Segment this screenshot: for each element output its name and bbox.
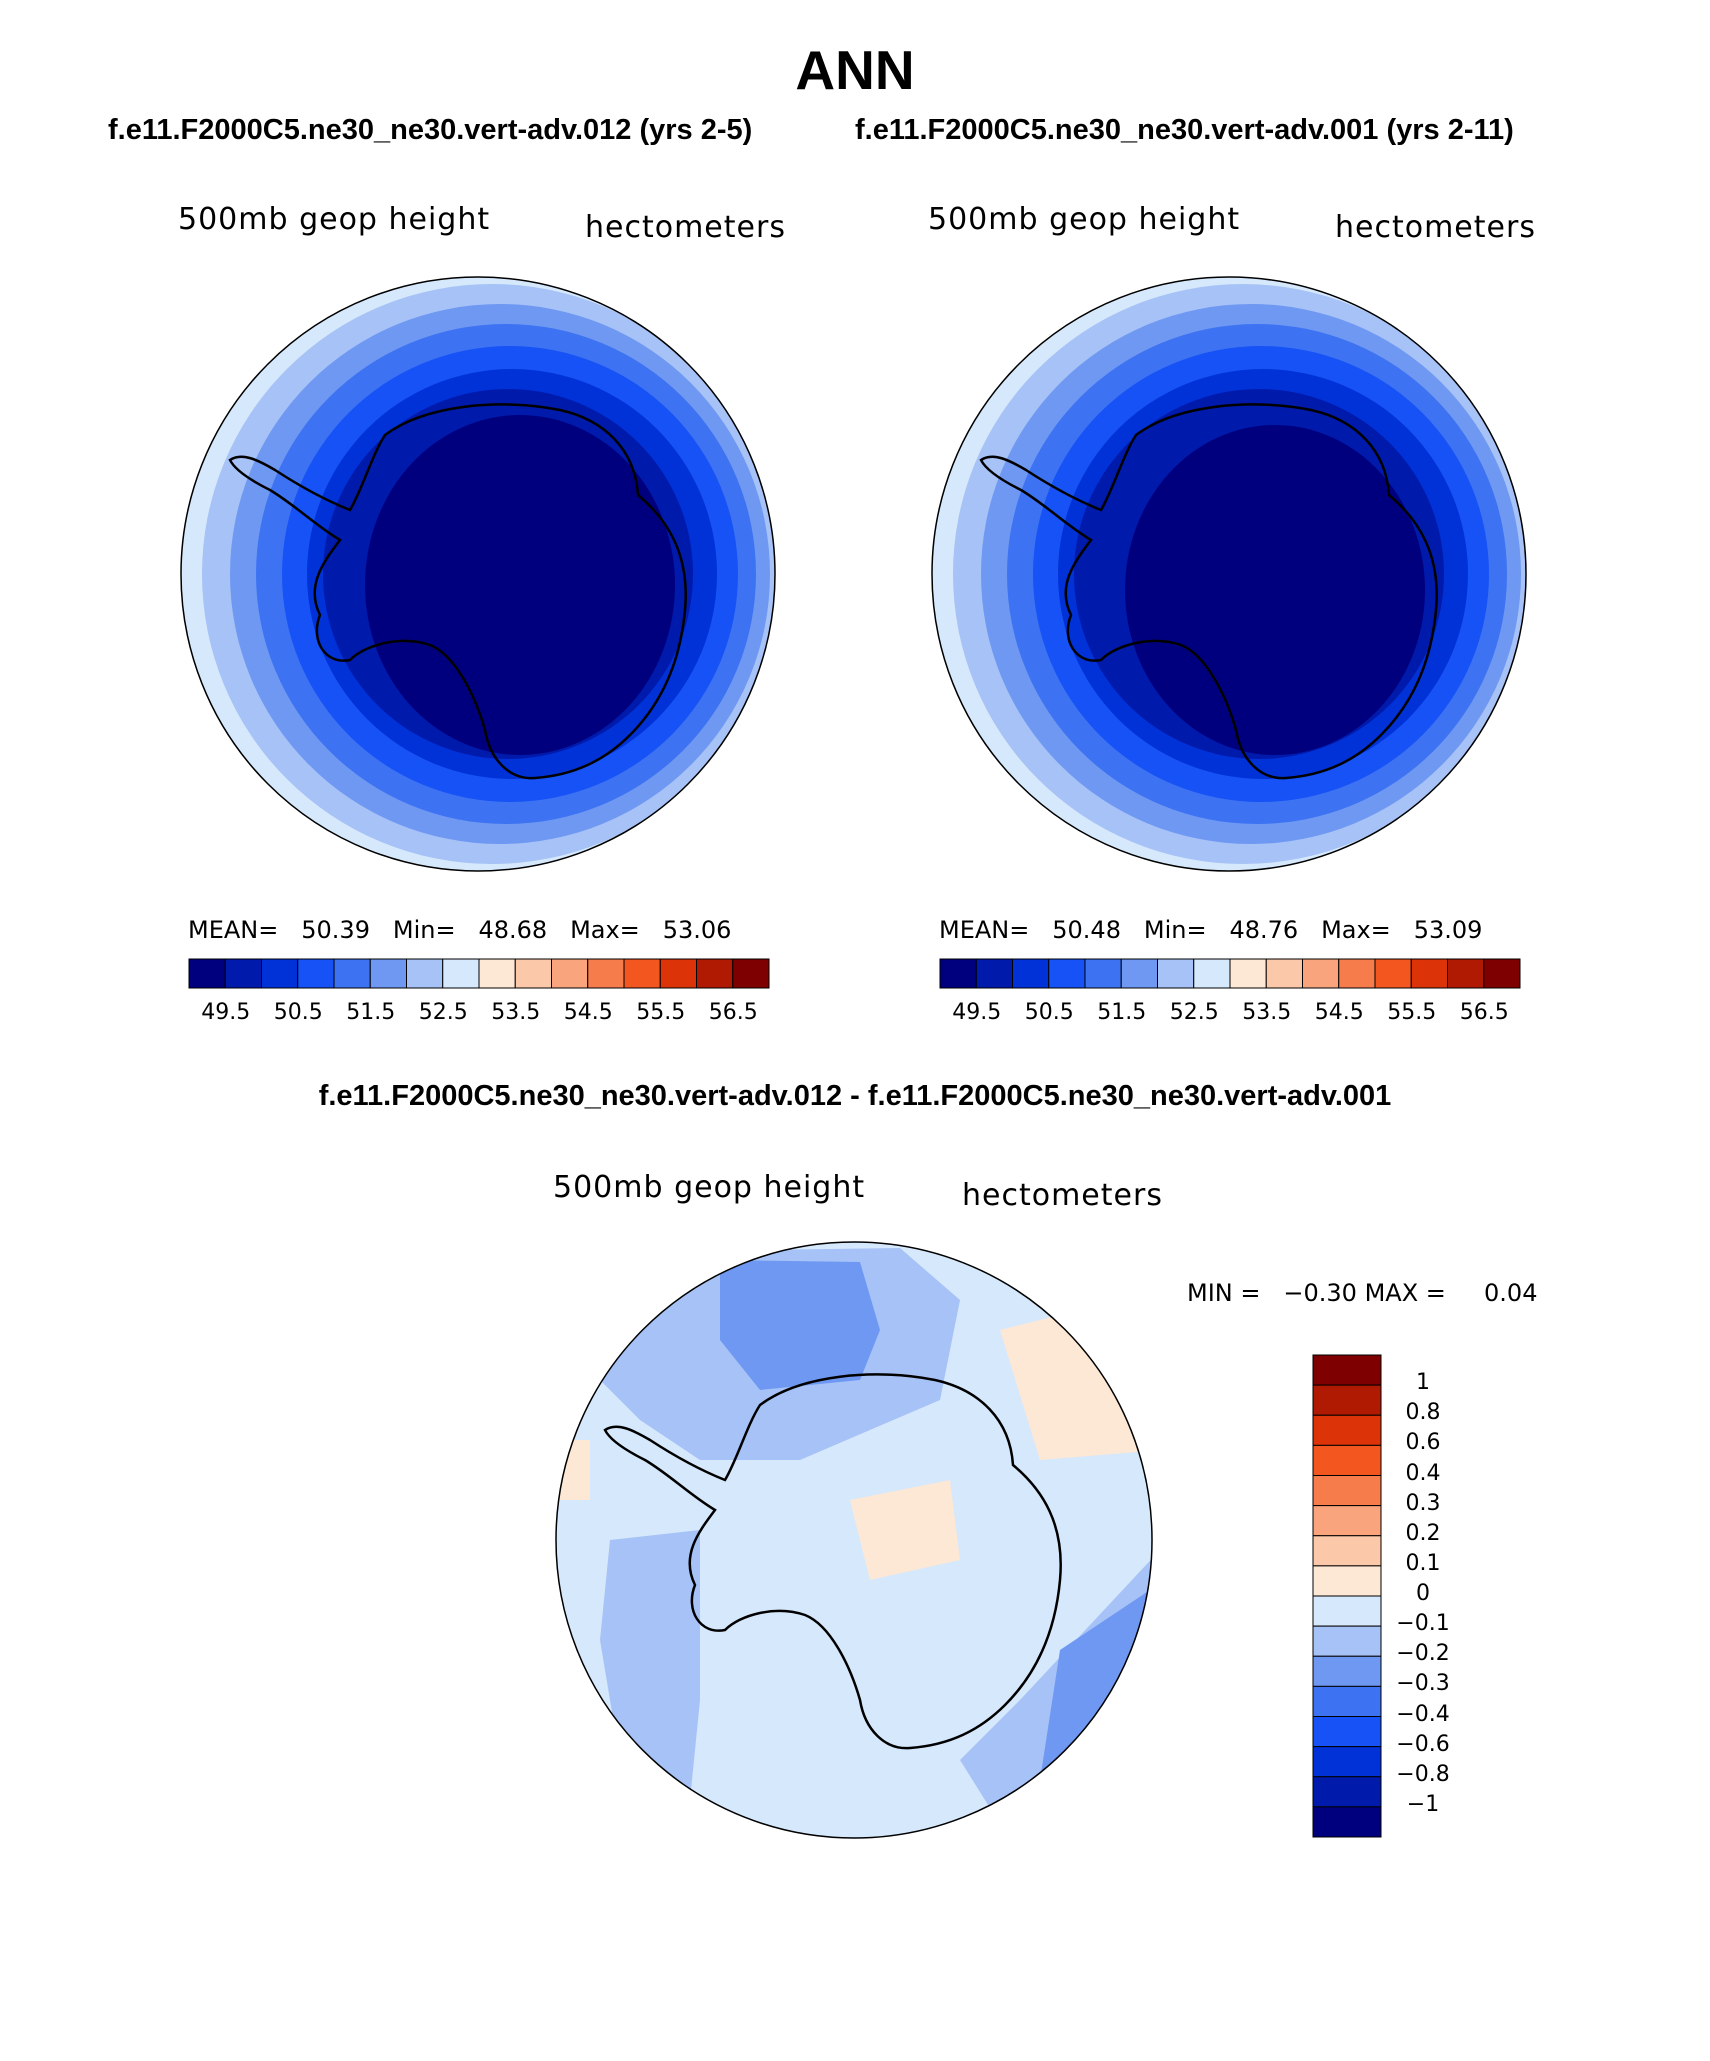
colorbar-tick-label: −0.6 — [1396, 1731, 1450, 1757]
colorbar-swatch — [1157, 958, 1195, 989]
colorbar-swatch — [1312, 1685, 1382, 1717]
colorbar-tick-label: 53.5 — [491, 1000, 541, 1025]
colorbar-swatch — [975, 958, 1013, 989]
colorbar-swatch — [1312, 1444, 1382, 1476]
panel-2-colorbar — [939, 958, 1521, 989]
colorbar-tick-label: 50.5 — [273, 1000, 323, 1025]
colorbar-swatch — [1302, 958, 1340, 989]
colorbar-swatch — [1312, 1414, 1382, 1446]
colorbar-tick-label: −0.1 — [1396, 1611, 1450, 1637]
colorbar-swatch — [1012, 958, 1050, 989]
colorbar-swatch — [732, 958, 770, 989]
colorbar-swatch — [1312, 1776, 1382, 1808]
colorbar-swatch — [696, 958, 734, 989]
colorbar-swatch — [478, 958, 516, 989]
panel-1-case-title: f.e11.F2000C5.ne30_ne30.vert-adv.012 (yr… — [108, 114, 753, 146]
panel-1-map — [181, 277, 775, 871]
colorbar-swatch — [623, 958, 661, 989]
colorbar-tick-label: 49.5 — [952, 1000, 1002, 1025]
colorbar-swatch — [1312, 1565, 1382, 1597]
colorbar-swatch — [514, 958, 552, 989]
colorbar-swatch — [1312, 1535, 1382, 1567]
panel-2-case-title: f.e11.F2000C5.ne30_ne30.vert-adv.001 (yr… — [855, 114, 1514, 146]
colorbar-swatch — [587, 958, 625, 989]
colorbar-swatch — [1312, 1595, 1382, 1627]
colorbar-swatch — [406, 958, 444, 989]
colorbar-swatch — [1312, 1746, 1382, 1778]
colorbar-swatch — [188, 958, 226, 989]
colorbar-tick-label: 1 — [1416, 1370, 1430, 1396]
colorbar-tick-label: 52.5 — [1169, 1000, 1219, 1025]
colorbar-tick-label: −1 — [1406, 1791, 1440, 1817]
panel-2-units-label: hectometers — [1335, 210, 1536, 245]
colorbar-swatch — [1312, 1625, 1382, 1657]
panel-2-stats: MEAN= 50.48 Min= 48.76 Max= 53.09 — [939, 916, 1483, 944]
colorbar-tick-label: 49.5 — [201, 1000, 251, 1025]
colorbar-swatch — [1374, 958, 1412, 989]
panel-1-variable-label: 500mb geop height — [178, 202, 491, 237]
colorbar-swatch — [1229, 958, 1267, 989]
colorbar-swatch — [1084, 958, 1122, 989]
difference-variable-label: 500mb geop height — [553, 1170, 866, 1205]
colorbar-swatch — [1312, 1475, 1382, 1507]
colorbar-swatch — [1312, 1806, 1382, 1838]
colorbar-swatch — [297, 958, 335, 989]
colorbar-swatch — [1120, 958, 1158, 989]
colorbar-tick-label: 55.5 — [1387, 1000, 1437, 1025]
colorbar-swatch — [1410, 958, 1448, 989]
colorbar-tick-label: −0.8 — [1396, 1761, 1450, 1787]
colorbar-tick-label: 0.2 — [1405, 1520, 1441, 1546]
colorbar-tick-label: 55.5 — [636, 1000, 686, 1025]
colorbar-swatch — [1193, 958, 1231, 989]
colorbar-swatch — [333, 958, 371, 989]
colorbar-tick-label: 56.5 — [708, 1000, 758, 1025]
colorbar-swatch — [1447, 958, 1485, 989]
difference-stats: MIN = −0.30 MAX = 0.04 — [1187, 1279, 1538, 1307]
colorbar-tick-label: 54.5 — [1314, 1000, 1364, 1025]
colorbar-tick-label: −0.2 — [1396, 1641, 1450, 1667]
colorbar-swatch — [1312, 1354, 1382, 1386]
difference-colorbar — [1312, 1354, 1382, 1838]
colorbar-tick-label: 51.5 — [346, 1000, 396, 1025]
colorbar-tick-label: 51.5 — [1097, 1000, 1147, 1025]
colorbar-tick-label: 0.1 — [1405, 1550, 1441, 1576]
colorbar-swatch — [1048, 958, 1086, 989]
difference-map — [556, 1242, 1152, 1838]
colorbar-swatch — [1265, 958, 1303, 989]
colorbar-swatch — [442, 958, 480, 989]
colorbar-swatch — [1312, 1655, 1382, 1687]
colorbar-tick-label: 56.5 — [1459, 1000, 1509, 1025]
colorbar-swatch — [369, 958, 407, 989]
colorbar-swatch — [551, 958, 589, 989]
colorbar-swatch — [1312, 1505, 1382, 1537]
colorbar-swatch — [939, 958, 977, 989]
panel-1-units-label: hectometers — [585, 210, 786, 245]
colorbar-tick-label: 54.5 — [563, 1000, 613, 1025]
colorbar-tick-label: −0.3 — [1396, 1671, 1450, 1697]
colorbar-swatch — [659, 958, 697, 989]
colorbar-swatch — [1338, 958, 1376, 989]
panel-2-map — [932, 277, 1526, 871]
panel-1-colorbar — [188, 958, 770, 989]
colorbar-swatch — [1312, 1716, 1382, 1748]
main-title: ANN — [795, 39, 915, 101]
panel-2-variable-label: 500mb geop height — [928, 202, 1241, 237]
colorbar-tick-label: 53.5 — [1242, 1000, 1292, 1025]
colorbar-tick-label: −0.4 — [1396, 1701, 1450, 1727]
colorbar-tick-label: 0.3 — [1405, 1490, 1441, 1516]
panel-1-stats: MEAN= 50.39 Min= 48.68 Max= 53.06 — [188, 916, 732, 944]
colorbar-tick-label: 50.5 — [1024, 1000, 1074, 1025]
colorbar-tick-label: 52.5 — [418, 1000, 468, 1025]
colorbar-tick-label: 0 — [1416, 1581, 1430, 1606]
colorbar-swatch — [261, 958, 299, 989]
colorbar-tick-label: 0.6 — [1405, 1430, 1441, 1456]
colorbar-swatch — [224, 958, 262, 989]
colorbar-tick-label: 0.8 — [1405, 1400, 1441, 1426]
colorbar-swatch — [1483, 958, 1521, 989]
difference-title: f.e11.F2000C5.ne30_ne30.vert-adv.012 - f… — [318, 1080, 1392, 1112]
colorbar-swatch — [1312, 1384, 1382, 1416]
difference-units-label: hectometers — [962, 1178, 1163, 1213]
colorbar-tick-label: 0.4 — [1405, 1460, 1441, 1486]
